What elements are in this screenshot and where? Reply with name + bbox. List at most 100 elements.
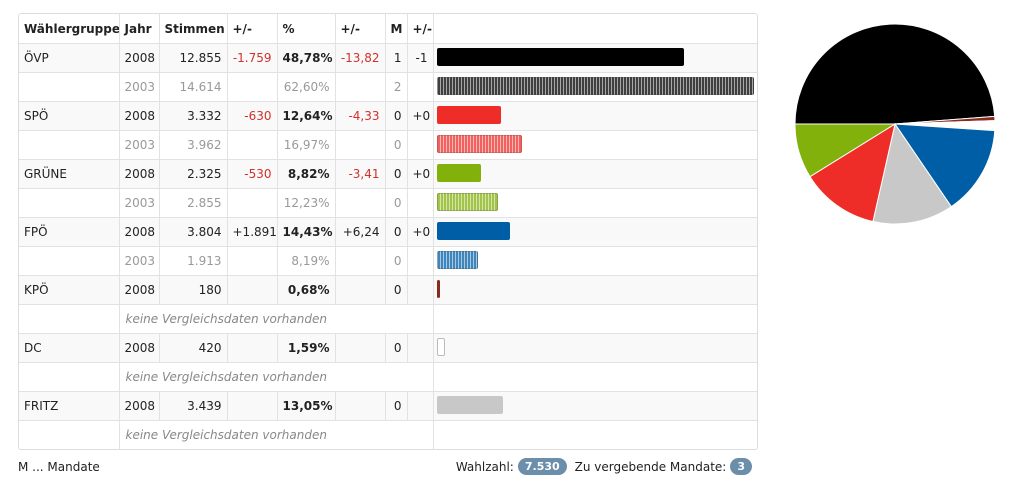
bar-cell [433,246,757,276]
votes: 2.325 [159,159,228,189]
table-row: GRÜNE 2008 2.325 -530 8,82% -3,41 0 +0 [19,159,757,189]
percent-diff: -3,41 [335,159,386,189]
party-name: DC [19,333,120,363]
wahlzahl-label: Wahlzahl: [455,459,514,474]
percent-diff [335,333,386,363]
party-name-empty [19,188,120,218]
bar-spö-2003 [436,135,523,153]
header-seats: M [385,14,408,44]
votes-diff: -630 [227,101,278,131]
results-table: Wählergruppe Jahr Stimmen +/- % +/- M +/… [19,14,757,449]
votes: 14.614 [159,72,228,102]
party-name-empty [19,72,120,102]
percent: 0,68% [277,275,336,305]
no-data-text: keine Vergleichsdaten vorhanden [119,362,434,392]
header-bar [433,14,757,44]
percent: 12,64% [277,101,336,131]
no-data-text: keine Vergleichsdaten vorhanden [119,420,434,449]
party-name: FRITZ [19,391,120,421]
year: 2003 [119,188,160,218]
seats-diff: +0 [407,101,434,131]
no-data-text: keine Vergleichsdaten vorhanden [119,304,434,334]
seats: 0 [385,130,408,160]
seats-diff: +0 [407,217,434,247]
header-votes: Stimmen [159,14,228,44]
votes-diff [227,333,278,363]
seats-diff: -1 [407,43,434,73]
seats-diff [407,333,434,363]
mandate-badge: 3 [730,458,752,475]
no-data-row: keine Vergleichsdaten vorhanden [19,362,757,392]
votes-diff [227,391,278,421]
bar-cell [433,217,757,247]
votes: 180 [159,275,228,305]
table-row: FPÖ 2008 3.804 +1.891 14,43% +6,24 0 +0 [19,217,757,247]
bar-cell [433,43,757,73]
bar-fritz-2008 [436,396,503,414]
table-row: 2003 3.962 16,97% 0 [19,130,757,160]
wahlzahl-badge: 7.530 [517,458,567,475]
votes: 1.913 [159,246,228,276]
seats-diff-empty [407,188,434,218]
bar-cell [433,130,757,160]
party-name-empty [19,304,120,334]
percent: 1,59% [277,333,336,363]
table-row: FRITZ 2008 3.439 13,05% 0 [19,391,757,421]
party-name: ÖVP [19,43,120,73]
percent: 12,23% [277,188,336,218]
votes: 3.962 [159,130,228,160]
percent: 8,82% [277,159,336,189]
seats: 2 [385,72,408,102]
table-row: 2003 1.913 8,19% 0 [19,246,757,276]
table-row: ÖVP 2008 12.855 -1.759 48,78% -13,82 1 -1 [19,43,757,73]
table-row: KPÖ 2008 180 0,68% 0 [19,275,757,305]
year: 2008 [119,275,160,305]
bar-spö-2008 [436,106,501,124]
party-name-empty [19,362,120,392]
seats: 0 [385,101,408,131]
year: 2008 [119,43,160,73]
seats-diff-empty [407,130,434,160]
mandate-label: Zu vergebende Mandate: [574,459,727,474]
bar-cell [433,275,757,305]
party-name: FPÖ [19,217,120,247]
votes: 3.439 [159,391,228,421]
pie-slice-grüne [794,123,897,178]
year: 2008 [119,333,160,363]
bar-kpö-2008 [436,280,440,298]
votes-diff-empty [227,246,278,276]
seats-diff [407,275,434,305]
bar-övp-2008 [436,48,684,66]
party-name: GRÜNE [19,159,120,189]
party-name-empty [19,246,120,276]
table-row: SPÖ 2008 3.332 -630 12,64% -4,33 0 +0 [19,101,757,131]
seats: 0 [385,217,408,247]
bar-cell [433,159,757,189]
percent-diff-empty [335,188,386,218]
bar-cell [433,101,757,131]
pie-slice-fritz [872,122,952,225]
seats-diff-empty [407,246,434,276]
bar-cell [433,333,757,363]
percent-diff [335,391,386,421]
percent-diff: -13,82 [335,43,386,73]
year: 2003 [119,130,160,160]
table-row: DC 2008 420 1,59% 0 [19,333,757,363]
bar-grüne-2008 [436,164,482,182]
header-year: Jahr [119,14,160,44]
seats: 1 [385,43,408,73]
bar-dc-2008 [436,338,445,356]
header-percent: % [277,14,336,44]
pie-slice-övp [794,23,996,125]
percent: 48,78% [277,43,336,73]
table-header-row: Wählergruppe Jahr Stimmen +/- % +/- M +/… [19,14,757,44]
no-data-row: keine Vergleichsdaten vorhanden [19,420,757,449]
bar-fpö-2008 [436,222,510,240]
votes: 3.332 [159,101,228,131]
year: 2003 [119,246,160,276]
pie-slice-fpö [894,123,996,208]
party-name: SPÖ [19,101,120,131]
results-table-container: Wählergruppe Jahr Stimmen +/- % +/- M +/… [18,13,758,450]
votes-diff-empty [227,72,278,102]
footer-summary: Wahlzahl: 7.530 Zu vergebende Mandate: 3 [456,458,756,475]
